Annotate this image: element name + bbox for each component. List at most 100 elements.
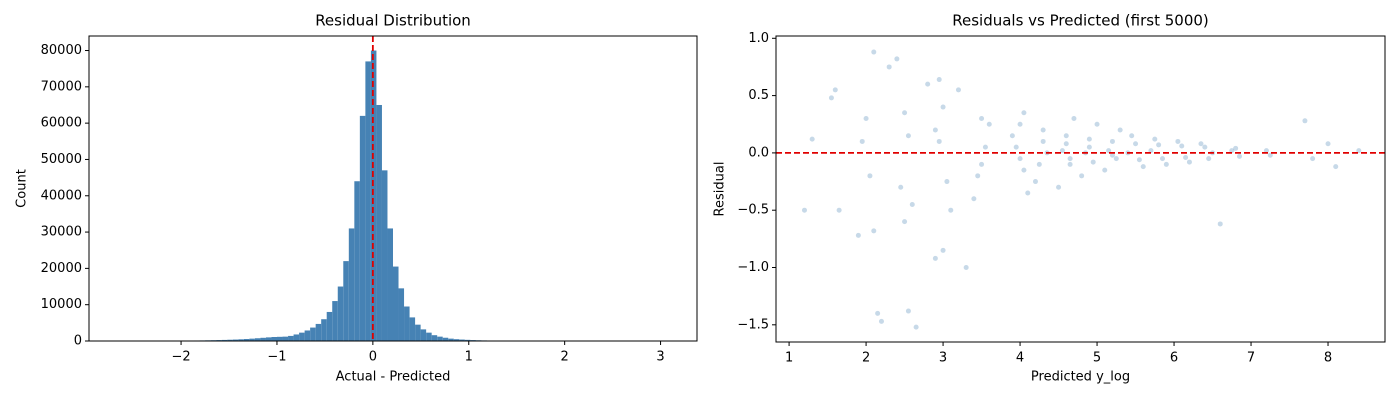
y-tick-label: −1.5 (737, 317, 769, 332)
point (1056, 184, 1062, 190)
bar (448, 338, 454, 341)
bar (299, 332, 305, 341)
x-tick-label: 1 (785, 351, 793, 366)
point (898, 184, 904, 190)
bar (304, 330, 311, 341)
bar (288, 335, 294, 341)
x-tick-label: 8 (1324, 351, 1332, 366)
x-axis-label: Actual - Predicted (336, 370, 451, 385)
point (809, 136, 815, 142)
point (986, 121, 992, 127)
bar (293, 334, 300, 341)
bar (332, 301, 338, 341)
point (1071, 116, 1077, 122)
point (1206, 156, 1212, 162)
point (925, 81, 931, 87)
bar (260, 337, 266, 341)
point (1113, 156, 1119, 162)
bar (426, 332, 432, 341)
point (936, 77, 942, 83)
point (982, 144, 988, 150)
bar (370, 50, 377, 342)
point (1017, 121, 1023, 127)
point (878, 318, 884, 324)
point (1217, 221, 1223, 227)
bar (398, 288, 405, 341)
axes-frame (88, 35, 698, 342)
point (1021, 167, 1027, 173)
x-tick-label: 5 (1093, 351, 1101, 366)
point (863, 116, 869, 122)
bar (227, 339, 233, 341)
point (948, 207, 954, 213)
bar (381, 170, 388, 341)
y-tick-label: 1.0 (748, 31, 769, 46)
point (1267, 152, 1273, 158)
bar (254, 338, 261, 341)
point (1021, 110, 1027, 116)
point (1063, 141, 1069, 147)
point (1333, 164, 1339, 170)
point (1063, 133, 1069, 139)
bar (409, 317, 416, 341)
point (940, 104, 946, 110)
bar (415, 324, 421, 341)
bar (238, 339, 244, 341)
point (1152, 136, 1158, 142)
point (1009, 133, 1015, 139)
point (963, 265, 969, 271)
x-tick-label: 2 (862, 351, 870, 366)
point (859, 138, 865, 144)
point (955, 87, 961, 93)
point (902, 219, 908, 225)
bar (310, 327, 316, 341)
x-tick-label: −1 (267, 350, 286, 365)
point (1086, 144, 1092, 150)
point (1159, 156, 1165, 162)
x-tick-label: 0 (369, 350, 377, 365)
y-tick-label: 60000 (41, 116, 82, 131)
point (1136, 157, 1142, 163)
point (871, 49, 877, 55)
point (1109, 138, 1115, 144)
axes-frame (775, 35, 1386, 343)
y-tick-label: 0.5 (748, 88, 769, 103)
y-tick-label: 10000 (41, 297, 82, 312)
point (971, 196, 977, 202)
bar (464, 339, 471, 341)
point (1109, 152, 1115, 158)
point (940, 247, 946, 253)
point (1032, 179, 1038, 185)
point (894, 56, 900, 62)
point (909, 201, 915, 207)
point (1090, 159, 1096, 165)
point (1302, 118, 1308, 124)
bar (315, 323, 322, 341)
y-tick-label: 50000 (41, 152, 82, 167)
point (1356, 148, 1362, 154)
bar (354, 181, 360, 341)
point (832, 87, 838, 93)
point (1310, 156, 1316, 162)
point (1013, 144, 1019, 150)
point (1140, 164, 1146, 170)
bar (232, 339, 239, 341)
point (1198, 141, 1204, 147)
point (905, 133, 911, 139)
point (1263, 148, 1269, 154)
bar (437, 336, 443, 341)
point (979, 161, 985, 167)
bar (282, 336, 289, 341)
point (1175, 138, 1181, 144)
point (975, 173, 981, 179)
point (1133, 141, 1139, 147)
y-tick-label: 0 (74, 334, 82, 349)
bar (359, 115, 366, 341)
point (1186, 159, 1192, 165)
point (1067, 161, 1073, 167)
point (1079, 173, 1085, 179)
point (1233, 145, 1239, 151)
point (913, 324, 919, 330)
point (1163, 161, 1169, 167)
chart-title: Residual Distribution (315, 12, 471, 30)
